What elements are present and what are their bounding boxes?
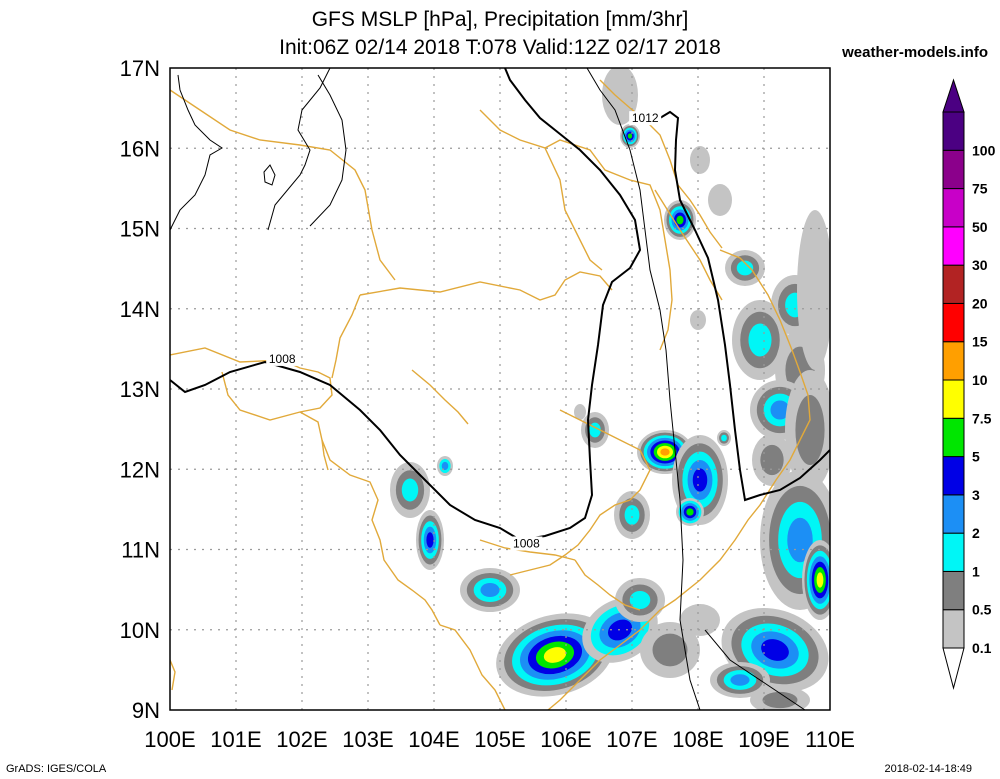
lat-tick-label: 15N — [120, 217, 160, 242]
colorbar-swatch — [942, 111, 965, 151]
site-label: weather-models.info — [842, 44, 988, 61]
lon-tick-label: 108E — [672, 727, 723, 752]
lon-tick-label: 106E — [540, 727, 591, 752]
precip-blob — [736, 260, 754, 276]
isobar-label-bg — [510, 536, 543, 551]
colorbar-label: 0.1 — [972, 640, 992, 656]
isobar-label: 1012 — [632, 111, 659, 125]
colorbar-swatch — [942, 264, 965, 304]
colorbar-label: 10 — [972, 372, 988, 388]
lon-tick-label: 100E — [144, 727, 195, 752]
precip-blob — [797, 210, 830, 370]
precip-blob — [426, 532, 434, 548]
colorbar-swatch — [942, 379, 965, 419]
colorbar-swatch — [942, 570, 965, 611]
colorbar-swatch — [942, 149, 965, 190]
colorbar-label: 50 — [972, 219, 988, 235]
colorbar-label: 100 — [972, 142, 996, 158]
colorbar-label: 7.5 — [972, 410, 992, 426]
isobar-labels: 1012 1008 1008 — [266, 111, 662, 551]
colorbar-min-arrow — [942, 647, 965, 690]
precip-blob — [748, 323, 772, 357]
isobar-label: 1008 — [269, 352, 296, 366]
map-title-line2: Init:06Z 02/14 2018 T:078 Valid:12Z 02/1… — [279, 36, 721, 59]
lon-tick-label: 102E — [276, 727, 327, 752]
colorbar-swatch — [942, 302, 965, 343]
precip-blob — [787, 517, 813, 563]
lat-tick-label: 11N — [121, 538, 160, 563]
precip-blob — [624, 505, 640, 525]
colorbar-swatch — [942, 609, 965, 649]
colorbar-swatch — [942, 532, 965, 572]
lon-tick-label: 104E — [408, 727, 459, 752]
map-title-line1: GFS MSLP [hPa], Precipitation [mm/3hr] — [311, 8, 689, 31]
precip-blob — [762, 691, 798, 709]
lon-tick-label: 107E — [606, 727, 657, 752]
precip-blob — [441, 461, 449, 471]
colorbar-label: 0.5 — [972, 602, 992, 618]
lat-tick-label: 16N — [120, 136, 160, 161]
axis-labels: 100E 101E 102E 103E 104E 105E 106E 107E 108E 109E… — [120, 56, 855, 752]
precip-blob — [795, 395, 825, 465]
isobars — [170, 68, 830, 710]
colorbar-label: 20 — [972, 295, 988, 311]
colorbar-swatch — [942, 226, 965, 266]
lat-tick-label: 14N — [120, 297, 160, 322]
isobar-label-bg — [266, 351, 299, 366]
precip-blob — [680, 604, 720, 636]
precip-blob — [721, 434, 727, 442]
precip-blob — [480, 583, 500, 597]
precip-blob — [770, 400, 790, 420]
footer-right-label: 2018-02-14-18:49 — [884, 763, 972, 775]
colorbar-label: 75 — [972, 181, 988, 197]
precip-blob — [730, 674, 750, 686]
precip-blob — [761, 639, 789, 661]
colorbar-label: 2 — [972, 525, 980, 541]
colorbar-swatch — [942, 417, 965, 458]
precip-blob — [690, 310, 706, 330]
footer-left-label: GrADS: IGES/COLA — [6, 763, 107, 775]
colorbar-swatch — [942, 456, 965, 496]
lat-tick-label: 10N — [120, 618, 160, 643]
precip-blob — [816, 572, 824, 588]
precip-blob — [629, 590, 651, 610]
colorbar-label: 1 — [972, 563, 980, 579]
precip-blob — [660, 448, 670, 456]
lat-tick-label: 12N — [120, 457, 160, 482]
colorbar-label: 5 — [972, 449, 980, 465]
colorbar-label: 3 — [972, 487, 980, 503]
precip-blob — [676, 215, 684, 225]
colorbar-swatch — [942, 341, 965, 381]
precip-blob — [574, 404, 586, 420]
lon-tick-label: 103E — [342, 727, 393, 752]
precipitation-field — [390, 68, 830, 710]
precip-blob — [708, 184, 732, 216]
precip-blob — [692, 468, 708, 492]
lon-tick-label: 109E — [738, 727, 789, 752]
precip-blob — [543, 647, 567, 663]
lon-tick-label: 110E — [805, 727, 855, 752]
precip-blob — [627, 133, 633, 139]
precip-blob — [401, 478, 419, 502]
colorbar-max-arrow — [942, 78, 965, 113]
isobar-label-bg — [629, 111, 662, 126]
colorbar-label: 30 — [972, 257, 988, 273]
lon-tick-label: 105E — [474, 727, 525, 752]
precip-blob — [760, 444, 784, 476]
colorbar-label: 15 — [972, 334, 988, 350]
lat-tick-label: 9N — [132, 698, 160, 723]
lat-tick-label: 13N — [120, 377, 160, 402]
isobar-label: 1008 — [513, 536, 540, 550]
colorbar-swatch — [942, 494, 965, 534]
map-frame — [169, 67, 831, 711]
precip-blob — [690, 146, 710, 174]
colorbar: 0.1 0.5 1 2 3 5 7.5 10 15 20 30 50 75 100 — [942, 78, 996, 690]
precip-blob — [602, 68, 638, 125]
lat-tick-label: 17N — [120, 56, 160, 81]
colorbar-swatch — [942, 188, 965, 228]
precip-blob — [686, 508, 694, 516]
lon-tick-label: 101E — [210, 727, 261, 752]
precip-blob — [652, 633, 688, 667]
